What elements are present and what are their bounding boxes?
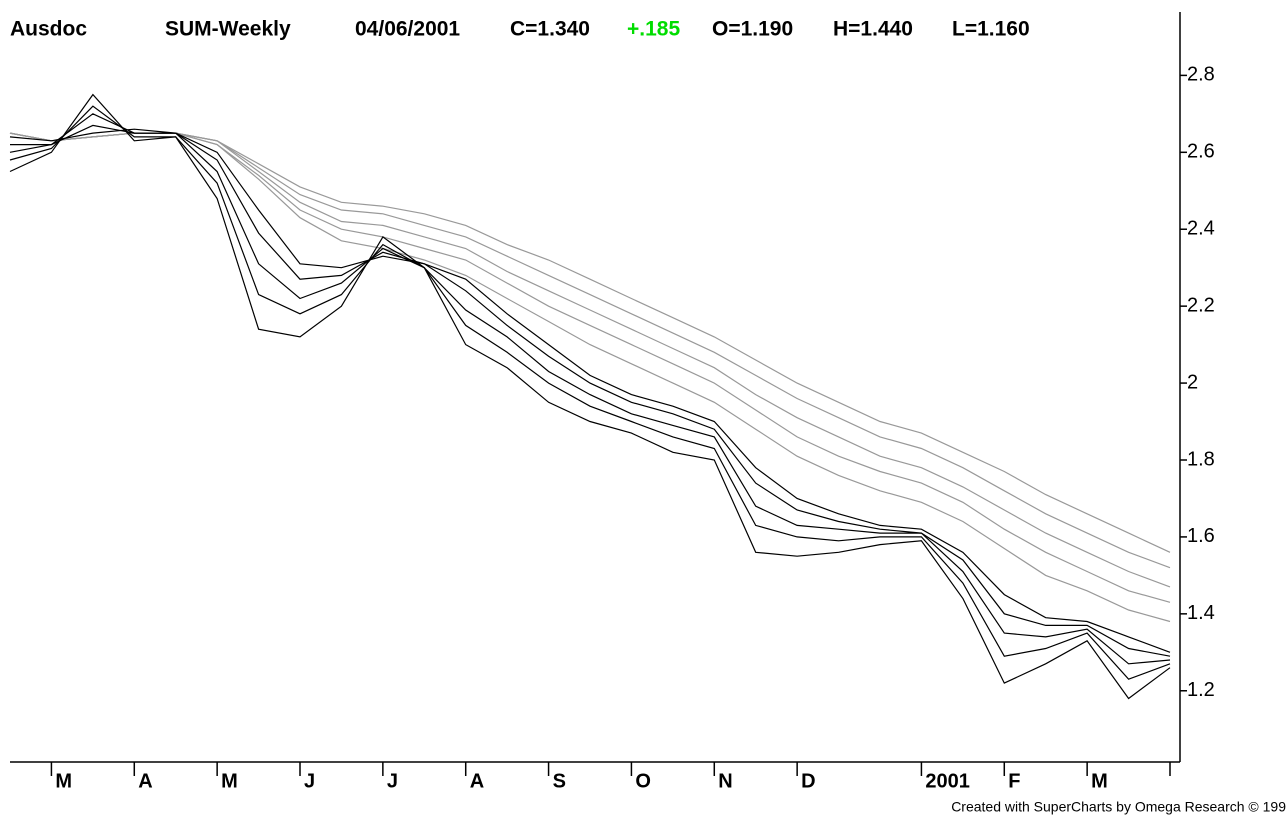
ma-line	[9, 132, 1171, 569]
ma-line	[9, 93, 1171, 700]
footnote: Created with SuperCharts by Omega Resear…	[951, 799, 1286, 815]
x-tick-label: M	[55, 770, 72, 792]
ma-line	[9, 132, 1171, 623]
x-tick-label: F	[1008, 770, 1020, 792]
chart-title: Ausdoc	[10, 18, 87, 41]
x-tick-label: S	[553, 770, 566, 792]
x-tick-label: J	[387, 770, 398, 792]
ma-line	[10, 124, 1171, 657]
y-tick-label: 1.2	[1187, 679, 1215, 701]
header-item: +.185	[627, 18, 680, 41]
x-tick-label: A	[470, 770, 484, 792]
y-tick-label: 1.4	[1187, 602, 1215, 624]
y-tick-label: 2.2	[1187, 294, 1215, 316]
y-tick-label: 2.4	[1187, 218, 1215, 240]
ma-line	[9, 105, 1171, 680]
header-item: C=1.340	[510, 18, 590, 41]
y-tick-label: 2.6	[1187, 141, 1215, 163]
header-item: L=1.160	[952, 18, 1030, 41]
ma-line	[9, 132, 1171, 603]
x-tick-label: J	[304, 770, 315, 792]
x-tick-label: N	[718, 770, 732, 792]
x-tick-label: 2001	[925, 770, 970, 792]
header-item: H=1.440	[833, 18, 913, 41]
x-tick-label: O	[635, 770, 651, 792]
header-item: 04/06/2001	[355, 18, 460, 41]
x-tick-label: M	[221, 770, 238, 792]
y-tick-label: 1.8	[1187, 448, 1215, 470]
y-tick-label: 2	[1187, 371, 1198, 393]
x-tick-label: D	[801, 770, 815, 792]
ma-line	[9, 132, 1171, 588]
ma-line	[9, 128, 1171, 653]
x-tick-label: A	[138, 770, 152, 792]
header-item: SUM-Weekly	[165, 18, 291, 41]
ma-line	[9, 113, 1171, 665]
x-tick-label: M	[1091, 770, 1108, 792]
ma-line	[9, 132, 1171, 553]
y-tick-label: 2.8	[1187, 64, 1215, 86]
header-item: O=1.190	[712, 18, 793, 41]
y-tick-label: 1.6	[1187, 525, 1215, 547]
